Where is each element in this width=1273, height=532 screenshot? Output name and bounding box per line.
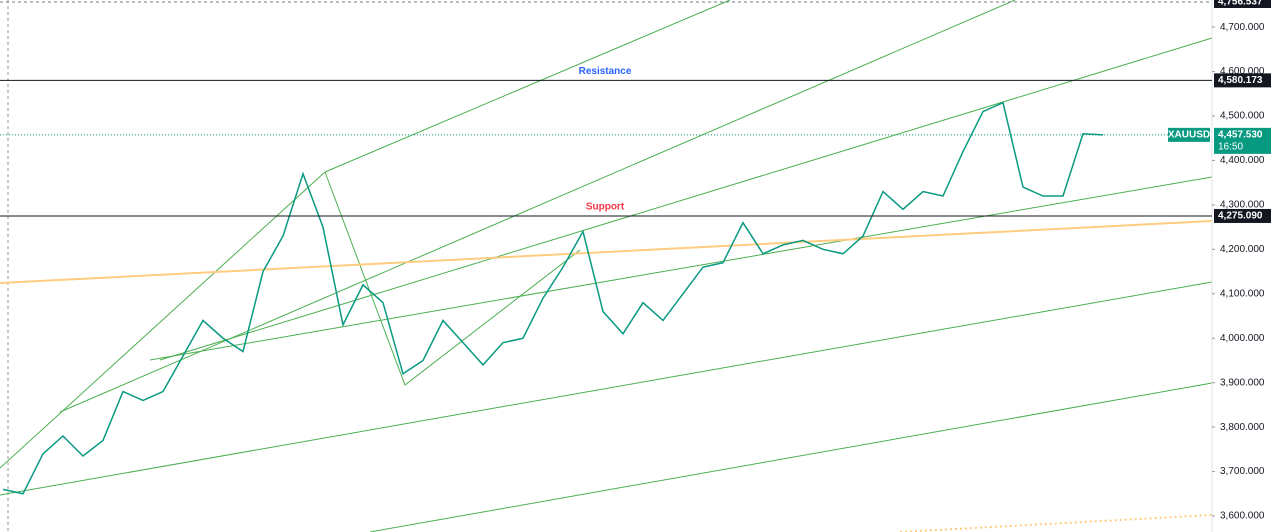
level-box [1214,73,1271,88]
trend-line [0,281,1213,496]
level-name: Resistance [579,66,632,77]
y-tick-label: 4,700.000 [1220,22,1265,33]
y-tick-label: 4,400.000 [1220,155,1265,166]
trend-line [369,382,1213,532]
y-tick-label: 4,100.000 [1220,288,1265,299]
level-box [1214,208,1271,223]
level-name: Support [586,202,625,213]
y-tick-label: 3,900.000 [1220,377,1265,388]
y-tick-label: 3,700.000 [1220,466,1265,477]
dotted-trend-line [899,514,1213,532]
current-price-label: 4,457.530 [1218,130,1263,141]
level-label: 4,580.173 [1218,75,1263,86]
y-tick-label: 4,600.000 [1220,66,1265,77]
y-tick-label: 3,800.000 [1220,422,1265,433]
top-level-label: 4,756.537 [1218,0,1263,8]
countdown-label: 16:50 [1218,142,1243,153]
price-line [2,101,1104,495]
trend-line [149,176,1213,361]
symbol-box [1168,127,1210,142]
y-tick-label: 4,300.000 [1220,200,1265,211]
y-tick-label: 4,000.000 [1220,333,1265,344]
trend-line [324,171,581,386]
symbol-label: XAUUSD [1168,130,1210,141]
trend-line [159,37,1213,361]
trend-line [0,171,326,469]
y-tick-label: 4,200.000 [1220,244,1265,255]
trend-line [324,0,731,173]
top-level-box [1214,0,1271,8]
trend-line [59,0,1016,413]
trend-lines [0,0,1213,532]
current-price-box [1214,127,1271,154]
level-label: 4,275.090 [1218,211,1263,222]
y-tick-label: 4,500.000 [1220,111,1265,122]
long-trend-line [0,220,1213,284]
y-tick-label: 3,600.000 [1220,511,1265,522]
